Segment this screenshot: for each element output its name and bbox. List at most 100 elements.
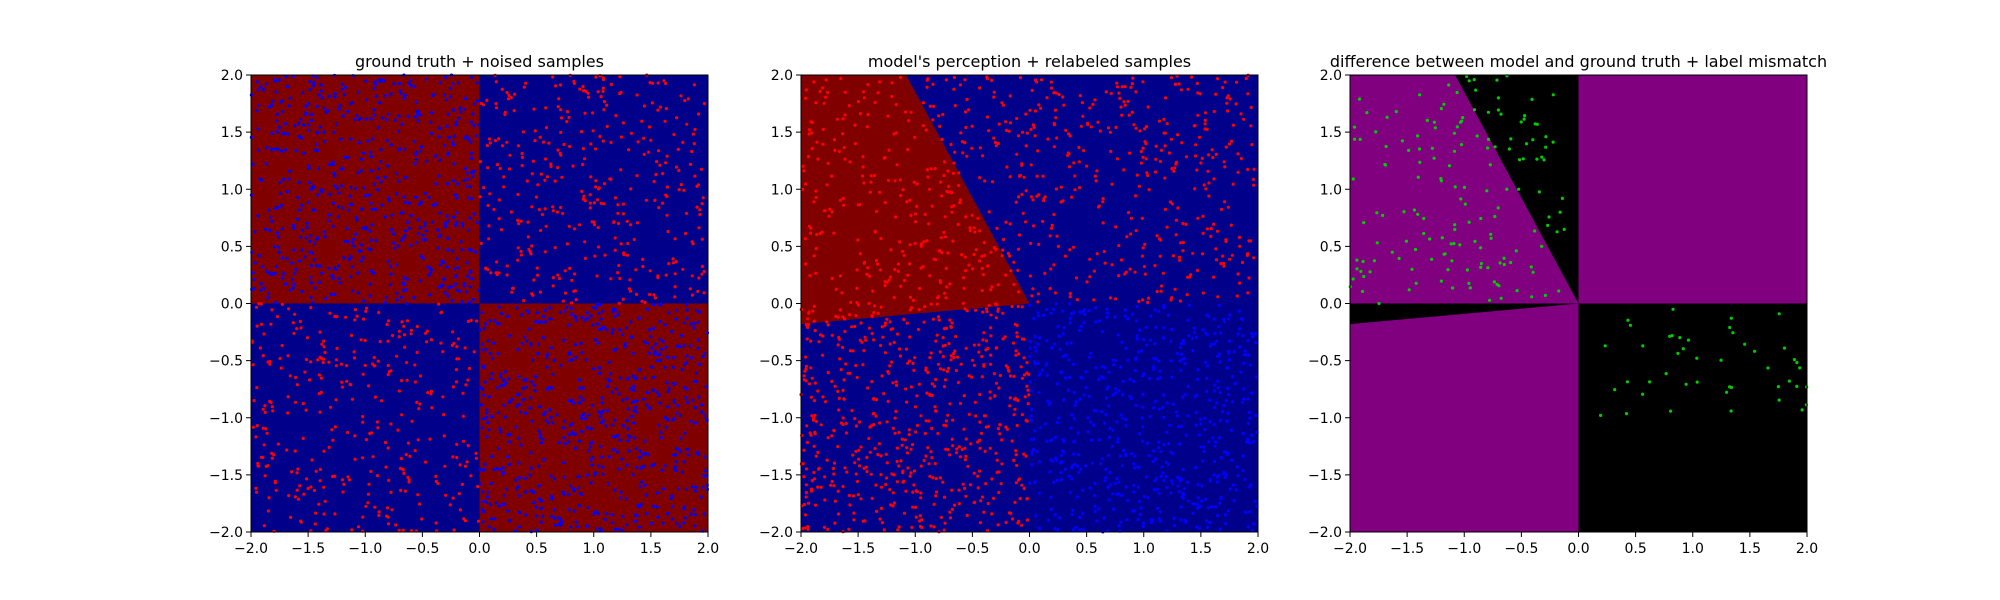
scatter-point [906,148,910,152]
scatter-point [297,134,301,138]
scatter-point [610,390,614,394]
scatter-point [1134,126,1138,130]
scatter-point [982,363,986,367]
scatter-point [1153,264,1157,268]
scatter-point [332,171,336,175]
scatter-point [452,162,456,166]
scatter-point [674,469,678,473]
scatter-point [836,343,840,347]
scatter-point [543,207,547,211]
scatter-point [267,291,271,295]
scatter-point [350,241,354,245]
scatter-point [408,78,412,82]
scatter-point [532,383,536,388]
scatter-point [1241,454,1245,458]
scatter-point [309,360,313,364]
scatter-point [1038,426,1042,430]
scatter-point [1141,392,1145,397]
scatter-point [919,242,924,246]
scatter-point [298,319,302,324]
scatter-point [1229,428,1233,432]
scatter-point [544,320,548,324]
scatter-point [686,453,690,457]
scatter-point [896,528,900,532]
scatter-point [1208,521,1212,525]
scatter-point [1498,261,1502,265]
scatter-point [441,283,445,287]
scatter-point [283,122,287,126]
scatter-point [1215,475,1219,479]
scatter-point [613,314,617,318]
scatter-point [262,524,266,528]
scatter-point [478,386,482,390]
scatter-point [475,220,479,225]
scatter-point [323,350,327,355]
scatter-point [1223,475,1227,480]
scatter-point [949,142,953,147]
scatter-point [259,288,263,292]
scatter-point [895,480,899,484]
scatter-point [931,476,935,480]
scatter-point [995,346,999,350]
scatter-point [517,402,521,406]
scatter-point [251,162,255,166]
scatter-point [251,271,255,275]
scatter-point [364,306,369,310]
scatter-point [289,515,293,520]
scatter-point [945,189,949,194]
scatter-point [1004,220,1008,224]
scatter-point [837,335,841,339]
scatter-point [652,293,656,297]
scatter-point [366,139,370,143]
scatter-point [1146,441,1150,445]
scatter-point [1452,241,1456,246]
scatter-point [293,449,297,453]
scatter-point [533,129,537,133]
scatter-point [568,144,572,149]
scatter-point [567,115,571,120]
scatter-point [1076,453,1081,457]
scatter-point [1207,440,1211,444]
scatter-point [594,306,599,311]
scatter-point [315,76,319,80]
scatter-point [490,357,494,361]
scatter-point [1007,129,1011,133]
scatter-point [1133,369,1137,373]
scatter-point [629,187,633,191]
scatter-point [551,209,555,213]
scatter-point [813,328,817,333]
scatter-point [267,496,271,500]
scatter-point [550,497,554,501]
scatter-point [374,82,378,86]
scatter-point [602,182,607,186]
scatter-point [398,466,402,471]
scatter-point [929,167,933,171]
scatter-point [475,81,479,85]
y-tick-label: −1.0 [1308,411,1342,427]
x-tick-label: 1.5 [640,541,662,557]
scatter-point [617,467,621,471]
scatter-point [648,328,652,332]
scatter-point [697,276,701,280]
scatter-point [541,437,545,441]
scatter-point [309,306,313,310]
scatter-point [1154,357,1158,361]
scatter-point [558,151,562,155]
scatter-point [658,401,662,405]
scatter-point [596,90,600,94]
scatter-point [658,105,663,109]
scatter-point [833,384,837,388]
scatter-point [481,387,485,391]
scatter-point [386,164,390,168]
scatter-point [1216,354,1220,358]
scatter-point [894,103,898,107]
scatter-point [438,158,442,162]
scatter-point [1204,331,1208,335]
scatter-point [255,324,259,328]
y-tick-label: −0.5 [1308,354,1342,370]
scatter-point [573,432,577,436]
scatter-point [645,403,649,407]
scatter-point [1499,296,1503,300]
scatter-point [1132,462,1136,466]
scatter-point [907,433,911,437]
